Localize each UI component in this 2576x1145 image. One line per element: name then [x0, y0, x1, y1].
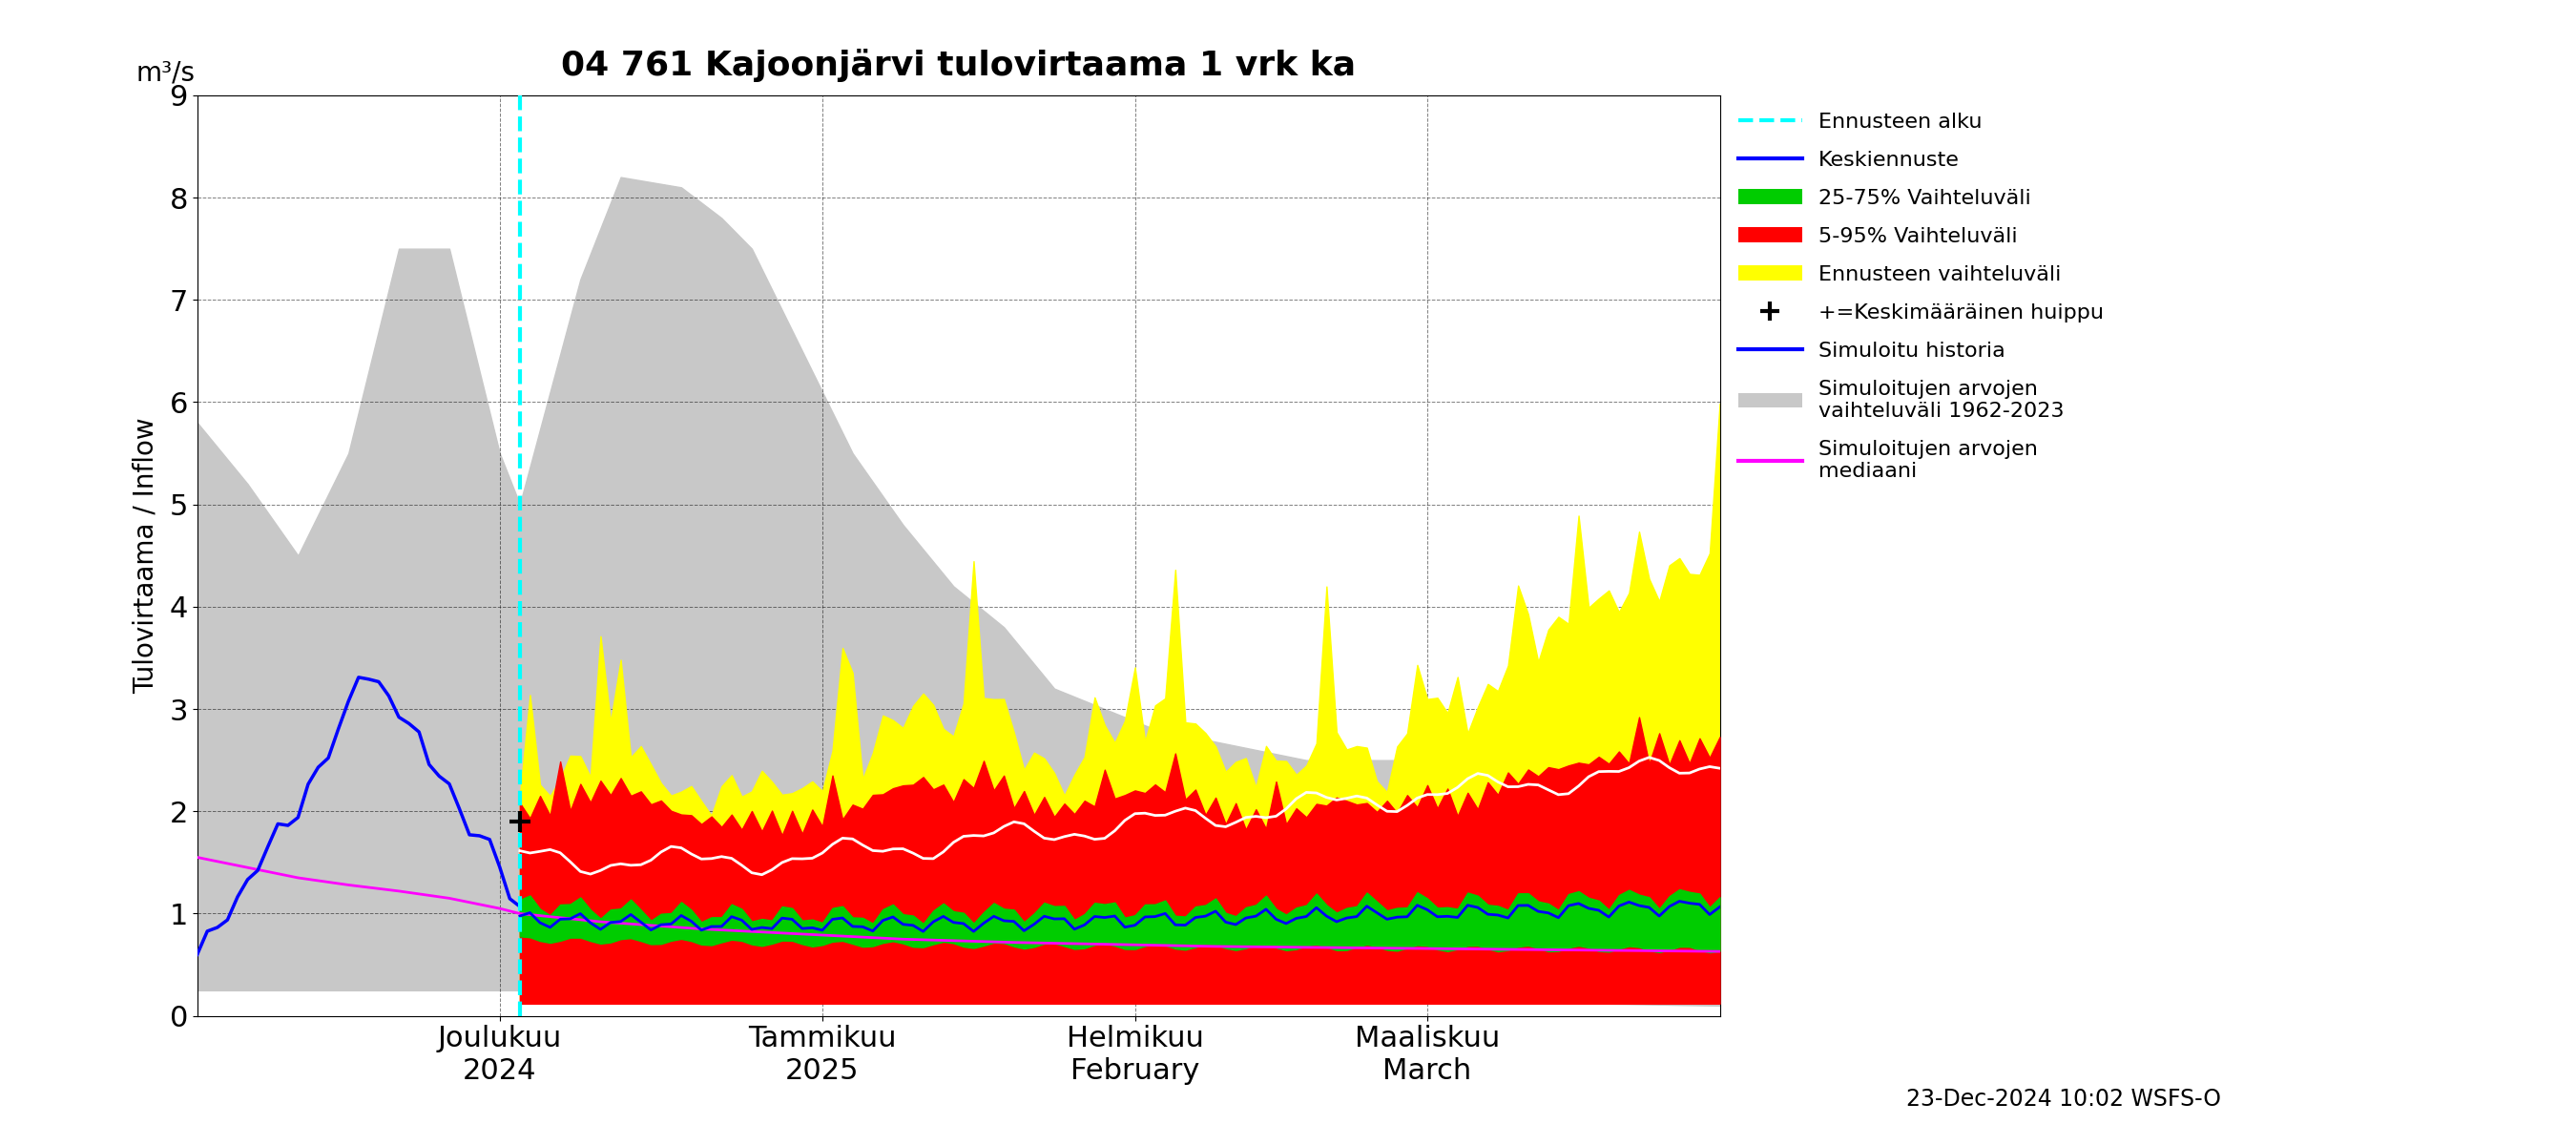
Title: 04 761 Kajoonjärvi tulovirtaama 1 vrk ka: 04 761 Kajoonjärvi tulovirtaama 1 vrk ka [562, 48, 1355, 82]
Text: 23-Dec-2024 10:02 WSFS-O: 23-Dec-2024 10:02 WSFS-O [1906, 1088, 2221, 1111]
Legend: Ennusteen alku, Keskiennuste, 25-75% Vaihteluväli, 5-95% Vaihteluväli, Ennusteen: Ennusteen alku, Keskiennuste, 25-75% Vai… [1731, 105, 2110, 488]
Y-axis label: Tulovirtaama / Inflow: Tulovirtaama / Inflow [131, 418, 160, 694]
Text: m³/s: m³/s [137, 60, 196, 86]
